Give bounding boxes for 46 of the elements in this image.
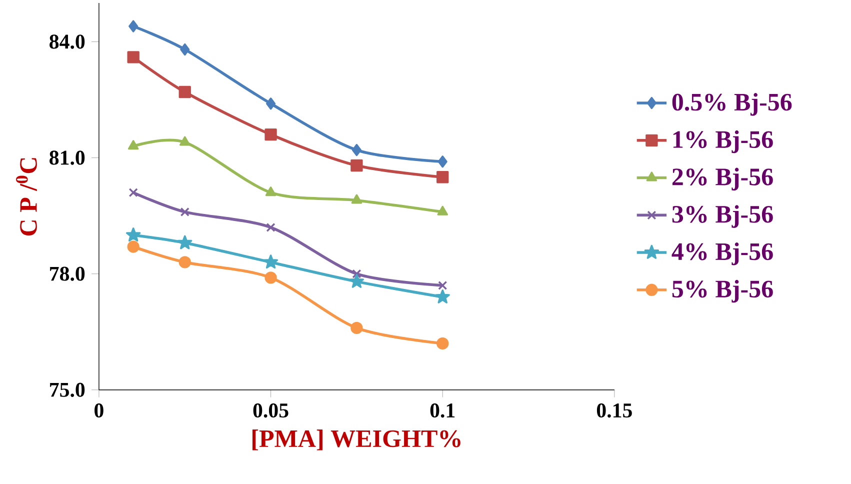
point <box>350 159 363 172</box>
point <box>128 20 138 32</box>
point <box>179 136 190 146</box>
point <box>265 186 276 196</box>
legend-label: 3% Bj-56 <box>672 205 773 228</box>
point <box>350 322 363 334</box>
point <box>178 256 191 268</box>
point <box>436 337 449 350</box>
y-tick-label: 78.0 <box>50 266 85 281</box>
point <box>178 86 191 98</box>
point <box>180 43 190 56</box>
y-tick-label: 84.0 <box>50 34 85 49</box>
point <box>437 206 448 216</box>
point <box>266 222 276 232</box>
point <box>351 194 362 204</box>
point <box>264 128 277 141</box>
legend-label: 0.5% Bj-56 <box>672 93 792 116</box>
point <box>127 240 140 253</box>
point <box>128 140 139 150</box>
point <box>263 254 278 269</box>
x-tick-label: 0.15 <box>596 403 632 418</box>
point <box>352 269 362 278</box>
point <box>266 98 276 110</box>
y-axis-title: C P /$^{0}$C <box>16 158 37 236</box>
y-tick-label: 81.0 <box>50 150 85 165</box>
y-tick-label: 75.0 <box>50 382 85 398</box>
x-tick-label: 0.1 <box>430 403 455 418</box>
legend-label: 1% Bj-56 <box>673 130 773 154</box>
x-tick-label: 0 <box>94 403 104 418</box>
point <box>178 235 192 250</box>
point <box>128 188 138 198</box>
legend-label: 4% Bj-56 <box>672 242 773 266</box>
x-axis-title: [PMA] WEIGHT% <box>252 430 460 450</box>
point <box>349 274 364 288</box>
point <box>264 272 277 284</box>
point <box>436 171 449 184</box>
point <box>126 228 141 242</box>
point <box>438 280 448 290</box>
point <box>180 207 190 217</box>
point <box>352 144 362 156</box>
legend-label: 2% Bj-56 <box>672 168 773 191</box>
legend-label: 5% Bj-56 <box>672 280 773 303</box>
point <box>435 289 450 304</box>
point <box>127 51 140 64</box>
x-tick-label: 0.05 <box>253 403 288 418</box>
point <box>438 156 448 168</box>
